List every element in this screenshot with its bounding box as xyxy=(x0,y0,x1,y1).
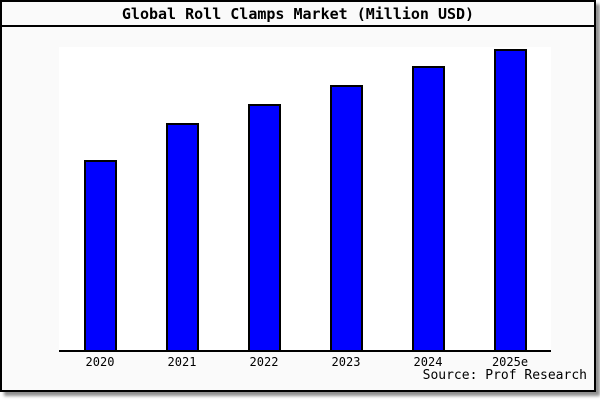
bar-2024 xyxy=(411,66,445,350)
chart-title: Global Roll Clamps Market (Million USD) xyxy=(121,4,475,23)
x-axis-labels: 2020 2021 2022 2023 2024 2025e xyxy=(59,355,551,369)
bar-2023 xyxy=(329,85,363,350)
bar-2025e xyxy=(493,49,527,350)
bar-slot xyxy=(305,47,387,350)
source-credit: Source: Prof Research xyxy=(422,368,587,383)
bar-2022 xyxy=(247,104,281,350)
bar-2020 xyxy=(83,160,117,350)
bar-slot xyxy=(59,47,141,350)
bar-slot xyxy=(387,47,469,350)
bar-2021 xyxy=(165,123,199,350)
bar-slot xyxy=(469,47,551,350)
x-tick-label: 2025e xyxy=(491,355,529,369)
chart-title-bar: Global Roll Clamps Market (Million USD) xyxy=(2,2,594,27)
bar-slot xyxy=(141,47,223,350)
bar-slot xyxy=(223,47,305,350)
x-tick-label: 2024 xyxy=(413,355,443,369)
x-tick-label: 2021 xyxy=(167,355,197,369)
x-tick-label: 2020 xyxy=(85,355,115,369)
x-tick-label: 2022 xyxy=(249,355,279,369)
plot-area xyxy=(59,47,551,352)
chart-frame: Global Roll Clamps Market (Million USD) … xyxy=(0,0,596,392)
x-tick-label: 2023 xyxy=(331,355,361,369)
